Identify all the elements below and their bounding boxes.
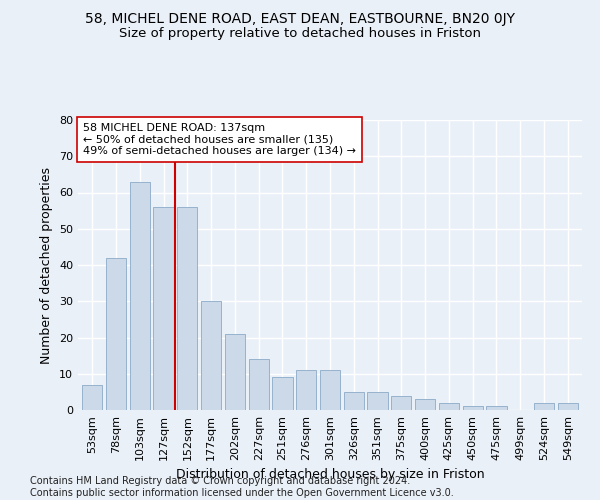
Y-axis label: Number of detached properties: Number of detached properties (40, 166, 53, 364)
Bar (534, 403, 554, 410)
Bar (272, 378, 293, 410)
Text: Contains HM Land Registry data © Crown copyright and database right 2024.
Contai: Contains HM Land Registry data © Crown c… (30, 476, 454, 498)
Bar (415, 399, 435, 410)
Bar (201, 301, 221, 410)
Bar (463, 406, 483, 410)
Bar (557, 403, 578, 410)
Bar (106, 258, 126, 410)
Bar (177, 207, 197, 410)
Bar (130, 182, 150, 410)
X-axis label: Distribution of detached houses by size in Friston: Distribution of detached houses by size … (176, 468, 484, 481)
Bar (487, 406, 506, 410)
Bar (225, 334, 245, 410)
Bar (82, 384, 103, 410)
Bar (367, 392, 388, 410)
Text: 58, MICHEL DENE ROAD, EAST DEAN, EASTBOURNE, BN20 0JY: 58, MICHEL DENE ROAD, EAST DEAN, EASTBOU… (85, 12, 515, 26)
Bar (391, 396, 412, 410)
Bar (248, 359, 269, 410)
Bar (296, 370, 316, 410)
Bar (439, 403, 459, 410)
Text: Size of property relative to detached houses in Friston: Size of property relative to detached ho… (119, 28, 481, 40)
Bar (154, 207, 173, 410)
Text: 58 MICHEL DENE ROAD: 137sqm
← 50% of detached houses are smaller (135)
49% of se: 58 MICHEL DENE ROAD: 137sqm ← 50% of det… (83, 123, 356, 156)
Bar (320, 370, 340, 410)
Bar (344, 392, 364, 410)
